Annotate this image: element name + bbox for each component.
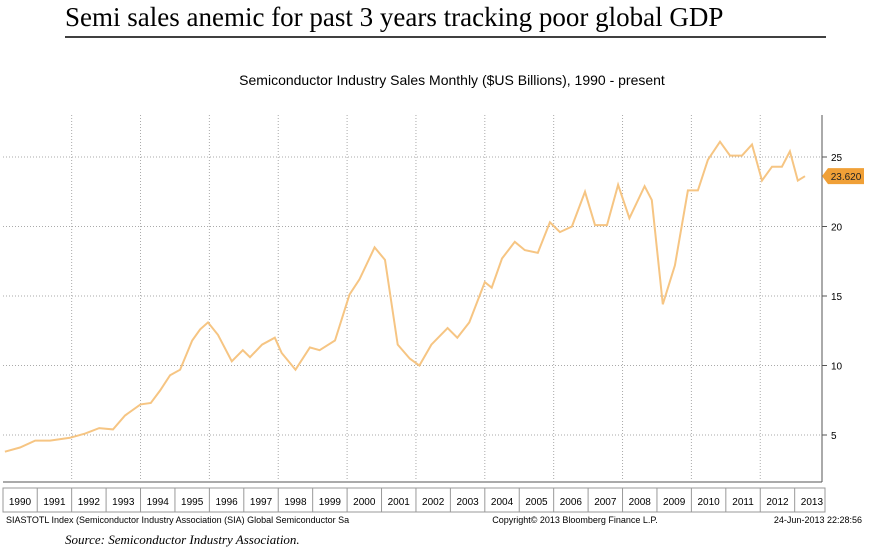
x-tick-label: 1994 [147,497,170,508]
y-tick-label: 5 [831,431,837,442]
x-tick-label: 2005 [525,497,548,508]
x-tick-label: 1991 [43,497,66,508]
x-tick-label: 2007 [594,497,617,508]
x-tick-label: 2013 [801,497,824,508]
x-tick-label: 2001 [388,497,411,508]
y-tick-label: 25 [831,153,843,164]
footer-center: Copyright© 2013 Bloomberg Finance L.P. [492,515,658,525]
x-label-band [2,487,826,513]
x-tick-label: 2010 [697,497,720,508]
y-tick-label: 20 [831,223,843,234]
x-tick-label: 2006 [560,497,583,508]
slide-title: Semi sales anemic for past 3 years track… [65,2,723,32]
x-tick-label: 1999 [319,497,342,508]
x-tick-label: 2003 [456,497,479,508]
x-tick-label: 2002 [422,497,445,508]
x-tick-label: 2004 [491,497,514,508]
y-tick-label: 15 [831,292,843,303]
footer-right: 24-Jun-2013 22:28:56 [774,515,862,525]
y-tick-label: 10 [831,362,843,373]
x-tick-label: 1990 [9,497,32,508]
x-tick-label: 1995 [181,497,204,508]
x-tick-label: 1992 [78,497,101,508]
x-tick-label: 2012 [766,497,789,508]
x-tick-label: 1993 [112,497,135,508]
chart-title: Semiconductor Industry Sales Monthly ($U… [239,72,665,88]
last-value-tag [822,168,864,185]
x-tick-label: 2009 [663,497,686,508]
x-tick-label: 2011 [732,497,754,508]
source: Source: Semiconductor Industry Associati… [65,532,300,547]
footer-left: SIASTOTL Index (Semiconductor Industry A… [6,515,349,525]
data-line [4,139,806,453]
x-tick-label: 2000 [353,497,376,508]
x-tick-label: 2008 [629,497,652,508]
x-tick-label: 1996 [215,497,238,508]
x-tick-label: 1997 [250,497,273,508]
x-tick-label: 1998 [284,497,307,508]
last-value-label: 23.620 [831,172,862,183]
